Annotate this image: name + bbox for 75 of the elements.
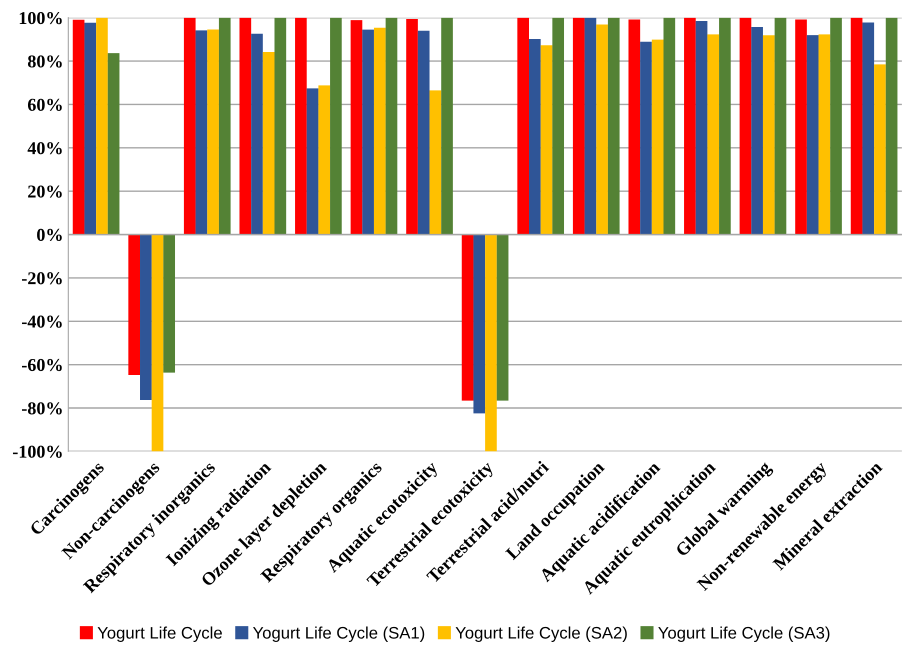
bar	[719, 18, 731, 235]
bar	[552, 18, 564, 235]
bar	[830, 18, 842, 235]
y-tick-label: 100%	[20, 12, 62, 24]
bar	[751, 27, 763, 235]
y-tick-label: 80%	[28, 55, 62, 68]
bar	[818, 34, 830, 235]
bar	[740, 18, 752, 235]
bar	[874, 64, 886, 235]
bar	[696, 20, 708, 235]
bar	[218, 18, 231, 235]
bar	[72, 20, 84, 235]
bar	[108, 53, 120, 235]
bar	[196, 30, 208, 235]
bar	[652, 40, 664, 235]
bar	[406, 19, 418, 235]
bar	[663, 18, 676, 235]
bar	[762, 35, 775, 235]
bar	[418, 30, 430, 235]
bar	[806, 35, 819, 235]
bar	[684, 18, 696, 235]
bar	[262, 52, 274, 235]
bar	[318, 85, 330, 235]
legend-label: Yogurt Life Cycle (SA1)	[252, 626, 424, 642]
bar	[540, 45, 552, 235]
bar	[350, 20, 362, 235]
bar	[152, 234, 164, 452]
bar	[96, 18, 108, 235]
bar	[374, 28, 386, 235]
bar	[572, 18, 585, 235]
y-tick-label: 40%	[28, 142, 62, 154]
legend-label: Yogurt Life Cycle	[98, 626, 222, 642]
y-tick-label: -80%	[22, 402, 62, 414]
bar	[430, 90, 442, 235]
y-tick-label: -100%	[12, 446, 62, 458]
bar	[886, 18, 898, 235]
bar	[608, 18, 620, 235]
y-tick-label: 0%	[37, 228, 62, 242]
y-tick-label: 20%	[28, 185, 62, 198]
bar	[386, 18, 398, 235]
bar	[163, 234, 176, 373]
bar	[251, 34, 263, 235]
bar	[529, 38, 541, 235]
bar	[274, 18, 286, 235]
bar	[473, 234, 486, 414]
bar	[485, 234, 497, 452]
bar	[517, 18, 530, 235]
bar	[239, 18, 252, 235]
bar	[584, 18, 596, 235]
bar	[774, 18, 786, 235]
y-tick-label: -40%	[22, 316, 62, 328]
legend-label: Yogurt Life Cycle (SA3)	[658, 626, 830, 642]
bar	[496, 234, 508, 401]
bar	[707, 34, 720, 235]
bar	[207, 29, 219, 235]
legend-label: Yogurt Life Cycle (SA2)	[456, 626, 627, 642]
bar	[84, 22, 96, 235]
bar	[330, 18, 342, 235]
bar	[184, 18, 196, 235]
y-tick-label: 60%	[28, 98, 62, 111]
bar	[795, 19, 807, 235]
bar	[362, 30, 374, 235]
y-tick-label: -60%	[22, 358, 62, 372]
bar	[640, 42, 652, 235]
y-tick-label: -20%	[22, 272, 62, 284]
bar	[628, 19, 640, 235]
bar	[850, 18, 862, 235]
bar	[862, 22, 874, 235]
bar	[306, 88, 318, 235]
bar	[441, 18, 453, 235]
bar	[128, 234, 140, 376]
bar	[596, 24, 608, 235]
bar	[462, 234, 474, 401]
bar	[140, 234, 152, 400]
bar	[295, 18, 307, 235]
